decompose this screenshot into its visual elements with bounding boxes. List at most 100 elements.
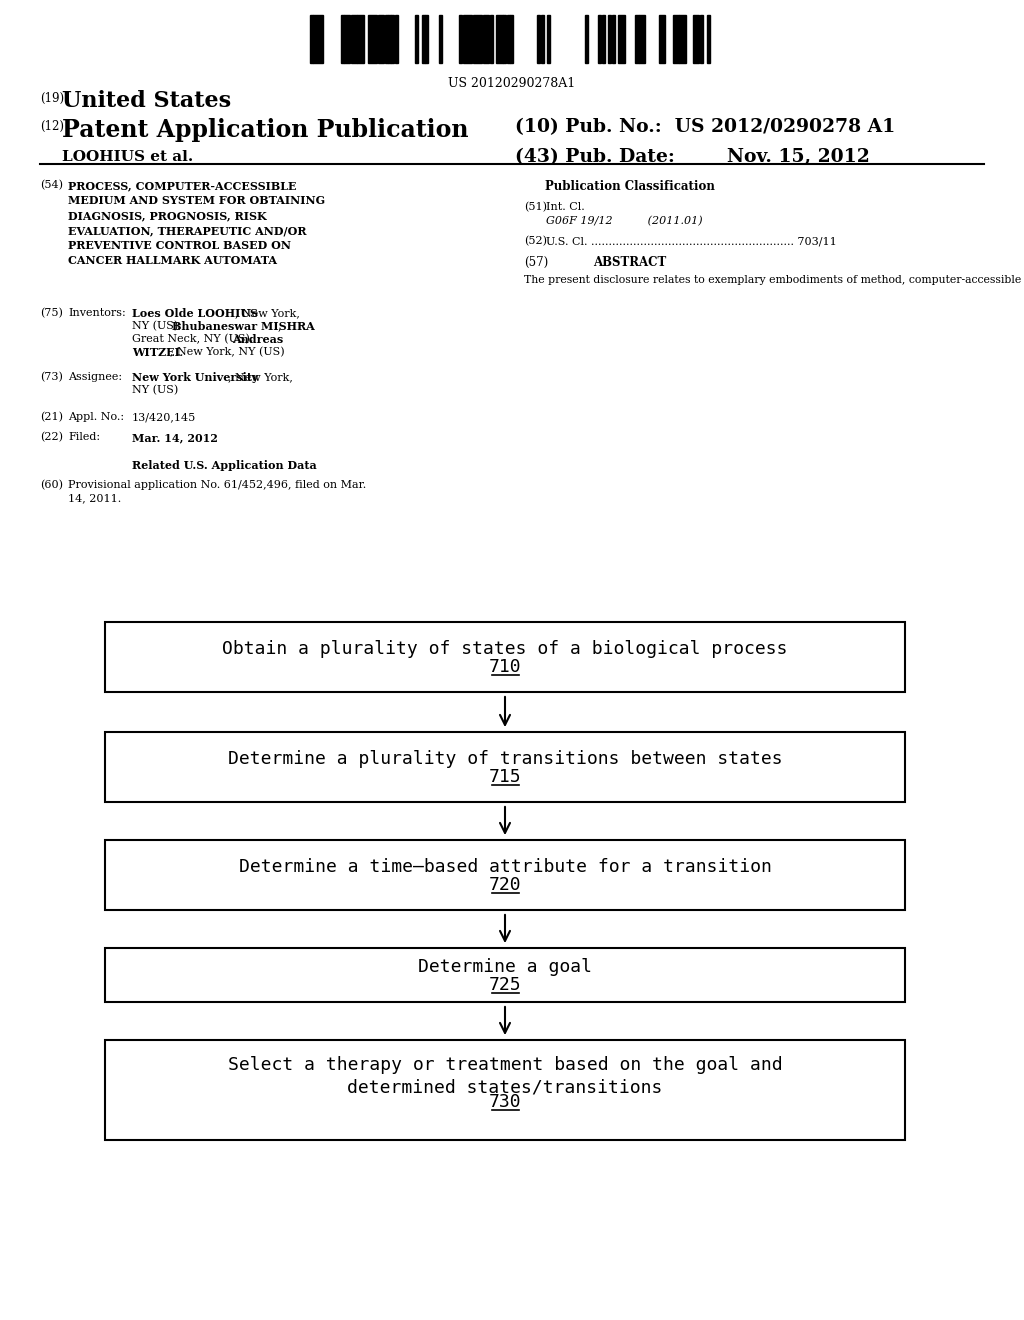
Text: (52): (52)	[524, 236, 547, 247]
Text: ,: ,	[278, 321, 282, 331]
Text: Inventors:: Inventors:	[68, 308, 126, 318]
Text: Int. Cl.: Int. Cl.	[546, 202, 585, 213]
Text: Loes Olde LOOHIUS: Loes Olde LOOHIUS	[132, 308, 258, 319]
Text: U.S. Cl. .......................................................... 703/11: U.S. Cl. ...............................…	[546, 236, 837, 246]
Bar	[699, 15, 702, 63]
Bar	[350, 15, 357, 63]
Text: Bhubaneswar MISHRA: Bhubaneswar MISHRA	[172, 321, 314, 333]
Bar	[547, 15, 551, 63]
Text: US 20120290278A1: US 20120290278A1	[449, 77, 575, 90]
Bar	[378, 15, 384, 63]
Text: NY (US);: NY (US);	[132, 321, 185, 331]
Bar	[611, 15, 614, 63]
Text: Andreas: Andreas	[232, 334, 284, 345]
Bar	[344, 15, 350, 63]
Text: ABSTRACT: ABSTRACT	[593, 256, 667, 269]
Text: (75): (75)	[40, 308, 62, 318]
Text: (60): (60)	[40, 480, 63, 490]
Bar	[680, 15, 686, 63]
Bar	[538, 15, 541, 63]
Bar	[385, 15, 388, 63]
Bar	[601, 15, 604, 63]
Bar	[341, 15, 344, 63]
Text: LOOHIUS et al.: LOOHIUS et al.	[62, 150, 194, 164]
Text: New York University: New York University	[132, 372, 258, 383]
Text: Obtain a plurality of states of a biological process: Obtain a plurality of states of a biolog…	[222, 640, 787, 657]
Text: United States: United States	[62, 90, 231, 112]
Bar	[357, 15, 364, 63]
Text: The present disclosure relates to exemplary embodiments of method, computer-acce: The present disclosure relates to exempl…	[524, 275, 1024, 285]
Text: , New York, NY (US): , New York, NY (US)	[170, 347, 285, 358]
Bar	[105, 622, 905, 692]
Text: (73): (73)	[40, 372, 62, 383]
Text: Patent Application Publication: Patent Application Publication	[62, 117, 469, 143]
Text: Determine a goal: Determine a goal	[418, 958, 592, 975]
Text: 13/420,145: 13/420,145	[132, 412, 197, 422]
Bar	[608, 15, 611, 63]
Bar	[439, 15, 442, 63]
Text: (19): (19)	[40, 92, 65, 106]
Bar	[618, 15, 625, 63]
Text: 720: 720	[488, 876, 521, 894]
Bar	[388, 15, 391, 63]
Text: (54): (54)	[40, 180, 63, 190]
Text: (10) Pub. No.:  US 2012/0290278 A1: (10) Pub. No.: US 2012/0290278 A1	[515, 117, 895, 136]
Text: Assignee:: Assignee:	[68, 372, 122, 381]
Text: (21): (21)	[40, 412, 63, 422]
Bar	[636, 15, 639, 63]
Bar	[673, 15, 679, 63]
Bar	[503, 15, 506, 63]
Bar	[639, 15, 645, 63]
Bar	[425, 15, 428, 63]
Text: NY (US): NY (US)	[132, 385, 178, 395]
Text: Mar. 14, 2012: Mar. 14, 2012	[132, 432, 218, 444]
Bar	[422, 15, 425, 63]
Bar	[497, 15, 503, 63]
Bar	[368, 15, 377, 63]
Bar	[105, 840, 905, 909]
Text: PROCESS, COMPUTER-ACCESSIBLE
MEDIUM AND SYSTEM FOR OBTAINING
DIAGNOSIS, PROGNOSI: PROCESS, COMPUTER-ACCESSIBLE MEDIUM AND …	[68, 180, 326, 267]
Bar	[585, 15, 588, 63]
Bar	[659, 15, 666, 63]
Bar	[105, 1040, 905, 1140]
Text: Determine a plurality of transitions between states: Determine a plurality of transitions bet…	[227, 750, 782, 768]
Bar	[510, 15, 513, 63]
Text: G06F 19/12          (2011.01): G06F 19/12 (2011.01)	[546, 216, 702, 226]
Text: (22): (22)	[40, 432, 63, 442]
Bar	[415, 15, 418, 63]
Text: (57): (57)	[524, 256, 548, 269]
Bar	[707, 15, 710, 63]
Text: Determine a time–based attribute for a transition: Determine a time–based attribute for a t…	[239, 858, 771, 876]
Bar	[391, 15, 394, 63]
Text: Appl. No.:: Appl. No.:	[68, 412, 124, 422]
Bar	[483, 15, 489, 63]
Bar	[310, 15, 313, 63]
Bar	[105, 948, 905, 1002]
Text: (12): (12)	[40, 120, 63, 133]
Bar	[394, 15, 398, 63]
Text: (51): (51)	[524, 202, 547, 213]
Text: Great Neck, NY (US);: Great Neck, NY (US);	[132, 334, 257, 345]
Text: 725: 725	[488, 975, 521, 994]
Text: Select a therapy or treatment based on the goal and
determined states/transition: Select a therapy or treatment based on t…	[227, 1056, 782, 1096]
Bar	[313, 15, 323, 63]
Text: , New York,: , New York,	[234, 308, 300, 318]
Bar	[105, 733, 905, 803]
Text: Provisional application No. 61/452,496, filed on Mar.
14, 2011.: Provisional application No. 61/452,496, …	[68, 480, 367, 503]
Text: (43) Pub. Date:        Nov. 15, 2012: (43) Pub. Date: Nov. 15, 2012	[515, 148, 869, 166]
Text: Filed:: Filed:	[68, 432, 100, 442]
Text: 715: 715	[488, 768, 521, 785]
Text: 710: 710	[488, 657, 521, 676]
Bar	[459, 15, 462, 63]
Bar	[541, 15, 544, 63]
Bar	[598, 15, 601, 63]
Text: 730: 730	[488, 1093, 521, 1111]
Bar	[463, 15, 472, 63]
Text: WITZEL: WITZEL	[132, 347, 182, 358]
Bar	[693, 15, 699, 63]
Text: Publication Classification: Publication Classification	[545, 180, 715, 193]
Text: , New York,: , New York,	[228, 372, 293, 381]
Bar	[507, 15, 510, 63]
Bar	[473, 15, 482, 63]
Text: Related U.S. Application Data: Related U.S. Application Data	[132, 459, 316, 471]
